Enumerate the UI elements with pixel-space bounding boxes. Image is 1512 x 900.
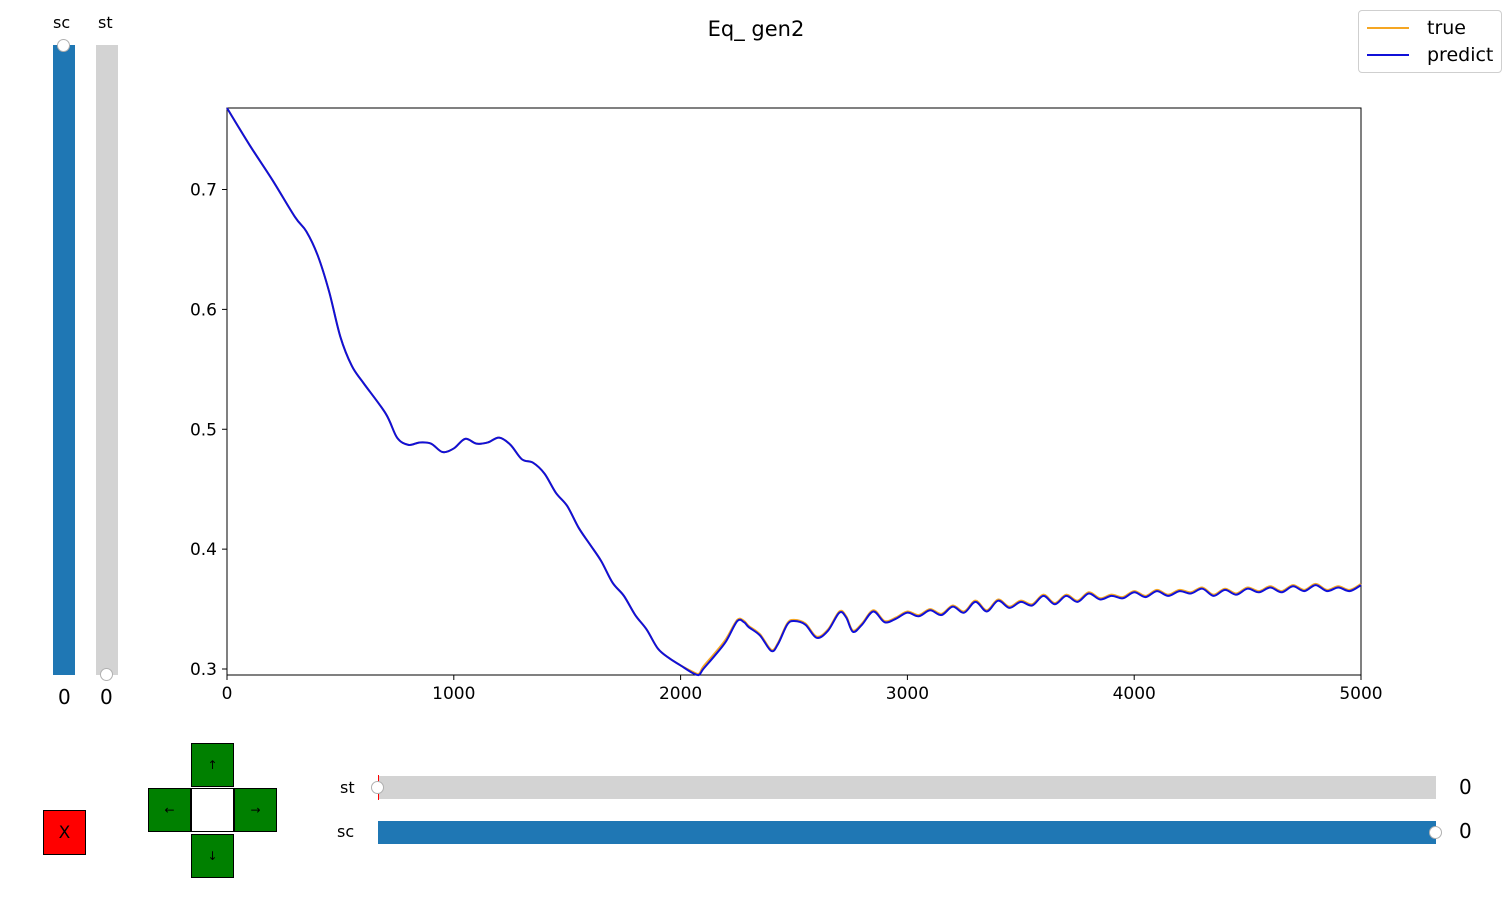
series-line-true [226, 107, 1362, 675]
series-group [226, 107, 1362, 677]
vertical-st-handle[interactable] [100, 668, 113, 681]
legend-label-predict: predict [1427, 44, 1494, 66]
x-tick-label: 5000 [1339, 684, 1382, 704]
reset-button[interactable]: X [43, 810, 86, 855]
vertical-sc-slider[interactable] [53, 45, 75, 675]
y-tick-label: 0.5 [190, 420, 217, 440]
legend-swatch-predict [1367, 54, 1409, 56]
legend-item-true: true [1367, 17, 1466, 39]
vertical-sc-label: sc [53, 13, 71, 32]
pan-center [191, 788, 234, 832]
x-tick-label: 1000 [432, 684, 475, 704]
chart-title: Eq_ gen2 [708, 17, 805, 42]
horizontal-st-value: 0 [1459, 775, 1472, 799]
legend-label-true: true [1427, 17, 1466, 39]
y-tick-label: 0.6 [190, 300, 217, 320]
horizontal-sc-slider[interactable] [378, 821, 1436, 844]
plot-frame [226, 107, 1362, 676]
vertical-st-label: st [98, 13, 113, 32]
horizontal-sc-label: sc [337, 822, 355, 841]
y-axis: 0.3 0.4 0.5 0.6 0.7 [190, 181, 227, 680]
vertical-sc-handle[interactable] [57, 39, 70, 52]
pan-up-button[interactable]: ↑ [191, 743, 234, 787]
x-tick-label: 3000 [886, 684, 929, 704]
y-tick-label: 0.7 [190, 181, 217, 201]
vertical-sc-value: 0 [58, 685, 71, 709]
legend-swatch-true [1367, 27, 1409, 29]
vertical-st-value: 0 [100, 685, 113, 709]
horizontal-st-handle[interactable] [371, 781, 384, 794]
horizontal-sc-value: 0 [1459, 819, 1472, 843]
vertical-st-slider[interactable] [96, 45, 118, 675]
x-tick-label: 4000 [1113, 684, 1156, 704]
pan-left-button[interactable]: ← [148, 788, 191, 832]
y-tick-label: 0.4 [190, 540, 217, 560]
pan-right-button[interactable]: → [234, 788, 277, 832]
series-line-predict [226, 107, 1362, 677]
line-chart: Eq_ gen2 0 1000 2000 3000 4000 5000 0.3 0.4 0.5… [190, 17, 1383, 704]
horizontal-st-label: st [340, 778, 355, 797]
x-tick-label: 0 [222, 684, 233, 704]
horizontal-sc-handle[interactable] [1429, 826, 1442, 839]
legend-item-predict: predict [1367, 44, 1493, 66]
x-axis: 0 1000 2000 3000 4000 5000 [222, 675, 1383, 704]
x-tick-label: 2000 [659, 684, 702, 704]
y-tick-label: 0.3 [190, 660, 217, 680]
pan-down-button[interactable]: ↓ [191, 834, 234, 878]
horizontal-st-slider[interactable] [378, 776, 1436, 799]
chart-legend: true predict [1358, 10, 1502, 73]
